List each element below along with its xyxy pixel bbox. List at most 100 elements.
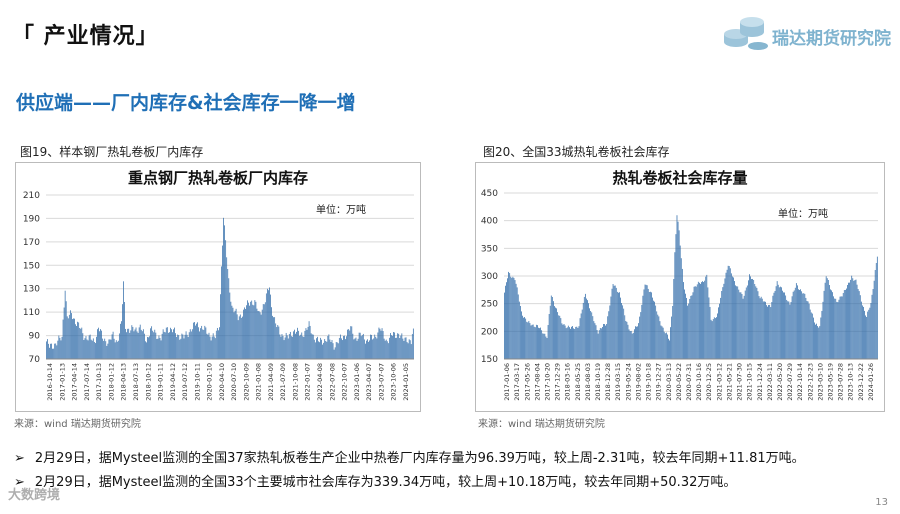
x-tick-label: 2017-07-14	[83, 363, 91, 401]
bar	[116, 341, 118, 359]
bar	[589, 308, 590, 359]
bar	[805, 297, 807, 359]
bar	[161, 333, 163, 359]
bar	[56, 345, 58, 359]
x-tick-label: 2017-01-06	[503, 363, 511, 401]
bar	[195, 325, 196, 359]
bar	[763, 301, 765, 359]
y-tick-label: 70	[29, 355, 41, 365]
bar	[661, 326, 663, 359]
bar	[615, 287, 617, 359]
bar	[397, 333, 399, 359]
bar	[647, 288, 649, 359]
page-title: 「 产业情况」	[12, 24, 159, 49]
bar	[71, 313, 72, 359]
figure-source: 来源：wind 瑞达期货研究院	[478, 419, 605, 430]
bar	[547, 325, 549, 359]
bar	[117, 340, 119, 359]
bar	[203, 329, 205, 359]
y-tick-label: 450	[481, 189, 498, 199]
bar	[571, 326, 572, 359]
bar	[310, 333, 312, 359]
bar	[855, 279, 857, 359]
bar	[543, 333, 545, 359]
bar	[730, 273, 732, 359]
bar	[360, 336, 362, 359]
bar	[323, 342, 325, 359]
bar	[247, 300, 248, 359]
bar	[399, 338, 401, 359]
bar	[269, 287, 270, 359]
bar	[133, 331, 135, 359]
bar	[810, 312, 812, 359]
bar	[294, 329, 295, 359]
bar	[341, 338, 342, 359]
bar	[383, 338, 385, 359]
bar	[232, 307, 234, 359]
bar	[206, 333, 208, 359]
bar	[182, 334, 184, 359]
bar	[510, 276, 512, 359]
bar	[319, 342, 320, 359]
bar	[513, 277, 515, 359]
bar	[841, 296, 843, 359]
bar	[122, 304, 123, 359]
x-tick-label: 2020-01-10	[206, 363, 214, 401]
bar	[750, 276, 751, 359]
bar	[695, 286, 697, 359]
bar	[866, 316, 868, 359]
bar	[681, 268, 683, 359]
bar	[582, 302, 584, 359]
bar	[299, 335, 301, 359]
x-tick-label: 2024-01-26	[867, 363, 875, 401]
bar	[55, 343, 57, 359]
bar	[271, 307, 272, 359]
bar	[160, 340, 162, 359]
bar	[550, 295, 552, 359]
bar	[231, 305, 233, 359]
bar	[226, 257, 228, 359]
bar	[733, 277, 734, 359]
bar	[197, 322, 198, 359]
bar	[554, 306, 555, 359]
bar	[836, 301, 838, 359]
bar	[637, 326, 638, 359]
bar	[313, 339, 315, 359]
bar	[693, 286, 695, 359]
bar	[115, 340, 117, 359]
bar	[772, 295, 774, 359]
bar	[210, 340, 212, 359]
x-tick-label: 2022-07-29	[786, 363, 794, 401]
bar	[246, 305, 247, 359]
bar	[753, 279, 755, 359]
bar	[405, 337, 407, 359]
bar	[214, 338, 216, 359]
bar	[263, 304, 265, 359]
bar	[384, 340, 386, 359]
bar	[353, 339, 355, 359]
bar	[332, 343, 334, 359]
bar	[697, 281, 699, 359]
bar	[523, 317, 524, 359]
bar	[857, 289, 859, 359]
bullet-text: 2月29日，据Mysteel监测的全国33个主要城市社会库存为339.34万吨，…	[34, 475, 737, 490]
bar	[698, 282, 700, 359]
bar	[167, 332, 169, 359]
bar	[151, 326, 153, 359]
bar	[248, 302, 249, 359]
bar	[572, 326, 573, 359]
bar	[81, 327, 83, 359]
y-tick-label: 210	[23, 191, 40, 201]
bar	[175, 333, 176, 359]
bar	[218, 330, 219, 359]
bar	[201, 325, 203, 359]
bar	[546, 338, 548, 359]
bar	[787, 301, 789, 359]
bar	[205, 327, 207, 359]
bar	[643, 289, 645, 359]
bar	[138, 327, 140, 359]
x-tick-label: 2017-08-04	[533, 363, 541, 401]
chart-title: 重点钢厂热轧卷板厂内库存	[127, 169, 308, 187]
bar	[224, 225, 225, 359]
bar	[824, 282, 826, 359]
